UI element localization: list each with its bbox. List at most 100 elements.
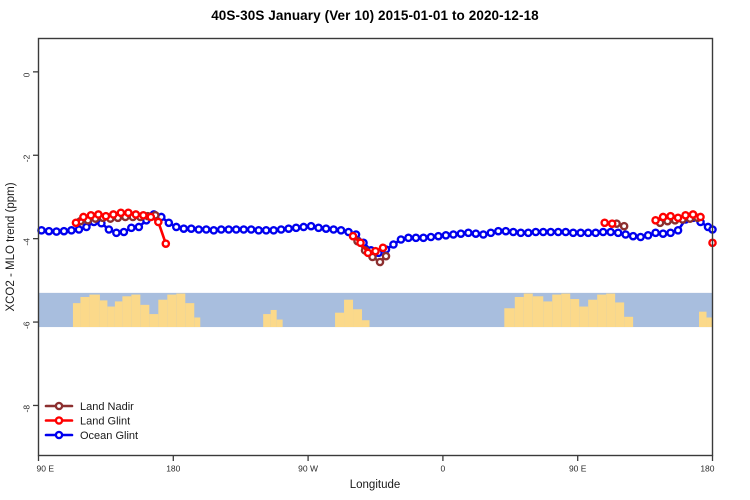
ocean-glint-marker bbox=[314, 223, 323, 233]
ocean-glint-marker bbox=[538, 227, 548, 237]
data-series-group bbox=[37, 208, 717, 267]
ocean-glint-marker bbox=[254, 226, 263, 235]
ocean-glint-marker bbox=[613, 228, 623, 238]
chart-legend: Land Nadir Land Glint Ocean Glint bbox=[44, 401, 138, 442]
land-mass bbox=[543, 301, 553, 328]
land-mass bbox=[131, 294, 141, 328]
y-tick-label: -2 bbox=[22, 154, 32, 162]
land-glint-marker bbox=[116, 208, 126, 218]
legend-label: Ocean Glint bbox=[80, 430, 138, 442]
land-mass bbox=[362, 320, 370, 328]
ocean-glint-marker bbox=[658, 229, 668, 238]
y-axis-title: XCO2 - MLO trend (ppm) bbox=[5, 182, 17, 311]
y-tick-label: -6 bbox=[22, 321, 32, 329]
ocean-glint-marker bbox=[224, 225, 234, 234]
land-mass bbox=[122, 296, 132, 328]
ocean-glint-marker bbox=[389, 240, 398, 249]
ocean-glint-marker bbox=[561, 227, 571, 237]
land-glint-marker bbox=[109, 210, 118, 219]
ocean-glint-marker bbox=[37, 226, 46, 235]
land-glint-marker bbox=[348, 231, 358, 241]
land-mass bbox=[263, 314, 271, 328]
land-mass bbox=[597, 294, 607, 328]
land-glint-marker bbox=[378, 243, 388, 253]
land-mass bbox=[149, 314, 159, 328]
ocean-glint-marker bbox=[471, 229, 481, 238]
ocean-glint-marker bbox=[239, 225, 248, 234]
land-glint-marker bbox=[124, 208, 133, 218]
land-glint-marker bbox=[651, 216, 660, 225]
axis-frame bbox=[37, 37, 714, 457]
ocean-glint-marker bbox=[576, 228, 586, 238]
ocean-glint-marker bbox=[606, 227, 615, 237]
ocean-glint-marker bbox=[231, 225, 241, 234]
ocean-glint-marker bbox=[643, 231, 653, 240]
ocean-glint-marker bbox=[59, 226, 69, 236]
land-mass bbox=[532, 296, 544, 328]
ocean-glint-marker bbox=[216, 225, 226, 234]
land-nadir-marker bbox=[375, 257, 385, 267]
ocean-glint-marker bbox=[194, 225, 204, 234]
ocean-glint-marker bbox=[112, 228, 121, 238]
y-tick-label: -4 bbox=[22, 238, 32, 246]
ocean-glint-marker bbox=[628, 231, 638, 241]
land-mass bbox=[140, 304, 150, 328]
land-mass bbox=[699, 311, 707, 328]
ocean-glint-marker bbox=[621, 230, 630, 239]
ocean-glint-marker bbox=[636, 232, 645, 242]
ocean-glint-marker bbox=[666, 228, 675, 238]
ocean-glint-marker bbox=[276, 225, 286, 234]
ocean-glint-marker bbox=[52, 227, 61, 236]
land-mass bbox=[167, 294, 177, 328]
land-glint-marker bbox=[71, 218, 81, 228]
land-glint-marker bbox=[356, 238, 365, 248]
ocean-glint-marker bbox=[673, 226, 683, 235]
land-mass bbox=[514, 296, 524, 328]
land-nadir-marker bbox=[381, 251, 391, 261]
land-glint-marker bbox=[86, 211, 96, 220]
x-tick-label: 180 bbox=[700, 464, 714, 474]
land-glint-marker bbox=[688, 210, 698, 219]
land-glint-marker bbox=[131, 210, 141, 219]
ocean-glint-marker bbox=[329, 225, 338, 234]
land-mass bbox=[706, 317, 713, 328]
land-glint-marker bbox=[666, 211, 675, 221]
ocean-glint-marker bbox=[269, 226, 278, 235]
land-mass bbox=[107, 306, 115, 328]
land-mass bbox=[615, 302, 625, 328]
land-nadir-marker bbox=[619, 221, 629, 231]
ocean-glint-marker bbox=[127, 223, 136, 233]
x-tick-label: 90 E bbox=[37, 464, 55, 474]
chart-title: 40S-30S January (Ver 10) 2015-01-01 to 2… bbox=[211, 8, 539, 23]
ocean-glint-marker bbox=[186, 224, 196, 233]
ocean-glint-marker bbox=[516, 228, 526, 238]
ocean-glint-marker bbox=[261, 226, 271, 235]
ocean-glint-marker bbox=[306, 221, 316, 231]
legend-label: Land Glint bbox=[80, 416, 130, 428]
ocean-glint-marker bbox=[456, 229, 466, 238]
land-mass bbox=[523, 293, 533, 328]
ocean-glint-marker bbox=[299, 222, 308, 232]
ocean-glint-marker bbox=[67, 226, 76, 235]
legend-swatch-marker bbox=[54, 401, 64, 411]
ocean-glint-marker bbox=[426, 232, 436, 242]
ocean-glint-marker bbox=[583, 228, 593, 238]
y-tick-label: 0 bbox=[22, 72, 32, 77]
ocean-glint-marker bbox=[441, 231, 451, 240]
land-mass bbox=[344, 299, 354, 328]
y-tick-label: -8 bbox=[22, 405, 32, 413]
ocean-glint-marker bbox=[523, 228, 533, 238]
ocean-glint-marker bbox=[104, 225, 114, 234]
ocean-glint-marker bbox=[291, 223, 301, 233]
x-tick-label: 90 E bbox=[569, 464, 587, 474]
ocean-glint-marker bbox=[119, 227, 129, 237]
ocean-glint-marker bbox=[568, 228, 578, 238]
ocean-glint-marker bbox=[74, 225, 84, 234]
ocean-glint-marker bbox=[411, 233, 421, 243]
land-glint-marker bbox=[79, 212, 88, 222]
ocean-glint-marker bbox=[546, 227, 556, 237]
land-mass bbox=[114, 301, 123, 328]
land-glint-marker bbox=[658, 212, 668, 222]
land-glint-marker bbox=[94, 210, 103, 219]
